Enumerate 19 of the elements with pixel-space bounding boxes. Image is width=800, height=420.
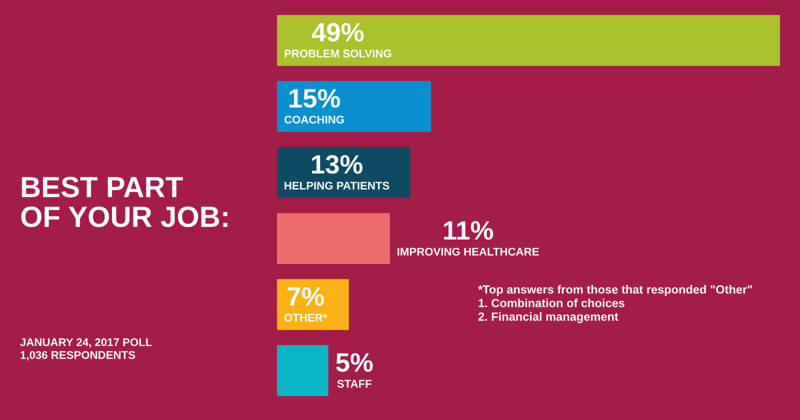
text: BEST PART OF YOUR JOB: <box>21 176 228 228</box>
y-tick-label: IMPROVING HEALTHCARE <box>398 248 539 256</box>
data-label: 49% <box>312 22 364 42</box>
data-label: 7% <box>288 287 324 306</box>
y-tick-label: PROBLEM SOLVING <box>284 50 392 58</box>
bar <box>277 81 431 132</box>
bar <box>277 213 390 264</box>
text: JANUARY 24, 2017 POLL 1,036 RESPONDENTS <box>20 338 152 361</box>
annotation: *Top answers from those that responded "Other" 1. Combination of choices 2. Financial management <box>478 285 752 324</box>
y-tick-label: HELPING PATIENTS <box>284 182 390 190</box>
data-label: 13% <box>312 155 362 174</box>
y-tick-label: STAFF <box>337 380 372 388</box>
y-tick-label: OTHER* <box>284 314 328 322</box>
data-label: 5% <box>336 353 373 372</box>
bar <box>277 345 328 396</box>
data-label: 15% <box>290 89 340 108</box>
y-tick-label: COACHING <box>284 116 344 124</box>
data-label: 11% <box>444 221 494 240</box>
bar <box>277 15 780 66</box>
